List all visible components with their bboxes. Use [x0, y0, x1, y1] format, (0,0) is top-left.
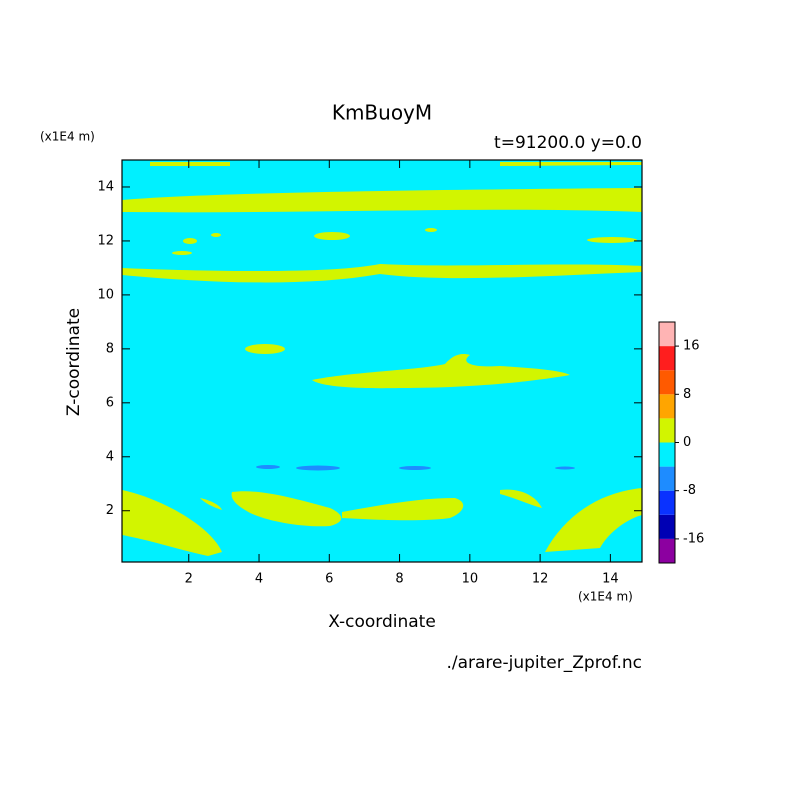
plot-frame: [121, 159, 643, 563]
contour-region: [399, 466, 431, 470]
x-tick-label: 2: [185, 572, 193, 587]
y-tick-label: 6: [106, 395, 114, 410]
contour-region: [312, 354, 570, 389]
colorbar-cell: [659, 346, 675, 371]
contour-region: [122, 188, 642, 213]
colorbar-cell: [659, 466, 675, 491]
contour-region: [587, 237, 637, 243]
colorbar-cell: [659, 514, 675, 539]
x-tick-label: 4: [255, 572, 263, 587]
y-label: Z-coordinate: [64, 308, 84, 416]
contour-region: [122, 264, 642, 283]
colorbar-tick-label: 16: [683, 339, 700, 354]
colorbar-tick-label: 0: [683, 435, 691, 450]
x-tick-label: 8: [395, 572, 403, 587]
colorbar-cell: [659, 370, 675, 395]
y-unit: (x1E4 m): [40, 130, 95, 144]
contour-region: [211, 233, 221, 237]
contour-region: [425, 228, 437, 232]
x-tick-label: 12: [532, 572, 549, 587]
contour-region: [231, 491, 342, 527]
contour-region: [314, 232, 350, 240]
colorbar-tick-label: 8: [683, 387, 691, 402]
colorbar-cell: [659, 490, 675, 515]
contour-region: [183, 238, 197, 244]
contour-background: [122, 160, 642, 562]
contour-region: [342, 498, 464, 521]
y-tick-label: 10: [97, 287, 114, 302]
colorbar-cell: [659, 538, 675, 563]
y-tick-label: 8: [106, 341, 114, 356]
title: KmBuoyM: [332, 101, 432, 125]
x-label: X-coordinate: [328, 612, 436, 632]
x-tick-label: 6: [325, 572, 333, 587]
contour-region: [256, 465, 280, 469]
x-tick-label: 14: [602, 572, 619, 587]
y-tick-label: 12: [97, 233, 114, 248]
x-tick-label: 10: [462, 572, 479, 587]
contour-region: [172, 251, 192, 255]
y-tick-label: 4: [106, 449, 114, 464]
y-tick-label: 2: [106, 503, 114, 518]
source: ./arare-jupiter_Zprof.nc: [446, 653, 642, 673]
colorbar-tick-label: -16: [683, 531, 704, 546]
contour-region: [555, 466, 575, 470]
colorbar-cell: [659, 394, 675, 419]
plot: [121, 159, 643, 563]
colorbar-cell: [659, 442, 675, 467]
colorbar-tick-label: -8: [683, 483, 696, 498]
contour-region: [245, 344, 285, 354]
contour-region: [122, 490, 222, 556]
x-unit: (x1E4 m): [578, 590, 633, 604]
subtitle: t=91200.0 y=0.0: [494, 133, 642, 153]
contour-region: [200, 498, 222, 510]
contour-region: [150, 162, 642, 166]
y-tick-label: 14: [97, 179, 114, 194]
contour-region: [296, 465, 340, 471]
colorbar-cell: [659, 322, 675, 347]
contour-region: [500, 489, 542, 508]
colorbar-cell: [659, 418, 675, 443]
contour-region: [545, 488, 642, 552]
